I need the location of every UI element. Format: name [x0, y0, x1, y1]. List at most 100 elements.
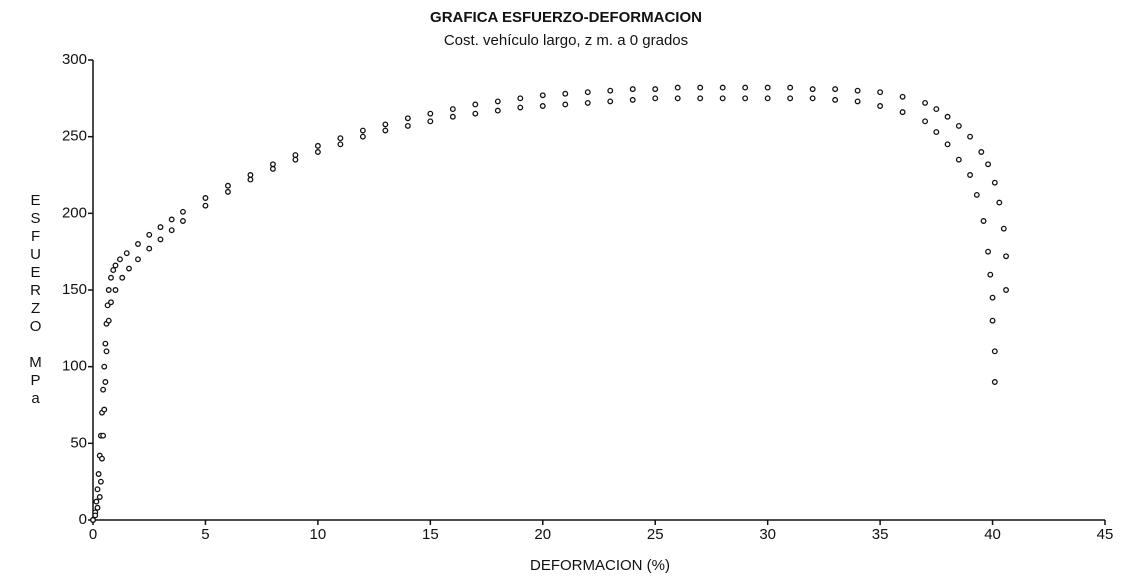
point	[101, 406, 108, 413]
point	[629, 86, 636, 93]
point	[404, 122, 411, 129]
point	[382, 127, 389, 134]
point	[292, 152, 299, 159]
point	[404, 115, 411, 122]
point	[100, 432, 107, 439]
point	[854, 87, 861, 94]
point	[94, 504, 101, 511]
x-tick-label: 40	[984, 526, 1001, 543]
point	[674, 84, 681, 91]
point	[100, 386, 107, 393]
x-tick-label: 35	[872, 526, 889, 543]
point	[933, 106, 940, 113]
x-tick-label: 45	[1097, 526, 1114, 543]
point	[955, 156, 962, 163]
point	[90, 517, 96, 523]
point	[108, 274, 114, 281]
x-tick-label: 5	[201, 526, 209, 543]
point	[652, 95, 659, 102]
point	[112, 262, 119, 269]
point	[877, 89, 884, 96]
point	[832, 86, 839, 93]
point	[517, 104, 524, 111]
point	[674, 95, 681, 102]
point	[629, 96, 636, 103]
y-axis-label: ESFUERZO MPa	[27, 192, 44, 408]
point	[314, 149, 321, 155]
x-tick-label: 20	[534, 526, 551, 543]
point	[126, 265, 132, 272]
point	[978, 149, 985, 155]
point	[922, 118, 929, 125]
point	[101, 363, 108, 370]
point	[292, 156, 299, 163]
point	[449, 106, 456, 113]
x-axis-label: DEFORMACION (%)	[530, 557, 670, 574]
point	[135, 241, 141, 247]
point	[899, 109, 906, 116]
point	[269, 161, 276, 168]
point	[168, 216, 175, 223]
point	[989, 294, 996, 301]
point	[112, 287, 119, 293]
point	[135, 256, 141, 263]
point	[899, 93, 906, 100]
point	[697, 84, 704, 91]
chart-subtitle: Cost. vehículo largo, z m. a 0 grados	[444, 32, 688, 49]
point	[967, 172, 974, 178]
point	[584, 99, 591, 106]
point	[1000, 225, 1007, 232]
point	[337, 141, 344, 148]
point	[787, 84, 794, 91]
point	[103, 348, 110, 355]
point	[991, 348, 998, 355]
point	[989, 317, 996, 324]
point	[944, 141, 951, 148]
point	[180, 208, 186, 215]
x-tick-label: 25	[647, 526, 664, 543]
point	[247, 172, 254, 178]
point	[697, 95, 704, 102]
point	[607, 98, 614, 105]
point	[991, 379, 998, 385]
point	[967, 133, 974, 140]
point	[719, 95, 726, 102]
point	[973, 191, 980, 198]
y-tick-label: 50	[70, 434, 87, 451]
point	[224, 188, 231, 195]
point	[202, 202, 209, 209]
point	[427, 118, 434, 125]
point	[764, 95, 771, 102]
point	[382, 121, 389, 128]
point	[224, 182, 231, 189]
y-tick-label: 200	[62, 204, 87, 221]
point	[987, 271, 994, 278]
point	[95, 471, 102, 477]
point	[157, 236, 164, 243]
point	[922, 99, 929, 106]
point	[146, 231, 153, 238]
point	[119, 274, 126, 281]
point	[359, 133, 366, 140]
x-tick-label: 30	[759, 526, 776, 543]
point	[97, 478, 104, 485]
point	[102, 340, 109, 347]
point	[1003, 287, 1009, 293]
point	[102, 379, 109, 385]
point	[877, 103, 884, 109]
point	[742, 95, 749, 102]
point	[269, 165, 276, 172]
y-tick-label: 250	[62, 128, 87, 145]
point	[449, 113, 456, 120]
point	[108, 299, 114, 306]
point	[809, 95, 816, 102]
point	[168, 227, 175, 234]
point	[427, 110, 434, 117]
point	[809, 86, 816, 93]
point	[117, 256, 123, 263]
point	[742, 84, 749, 91]
point	[584, 89, 591, 96]
point	[955, 122, 962, 129]
point	[247, 176, 254, 183]
